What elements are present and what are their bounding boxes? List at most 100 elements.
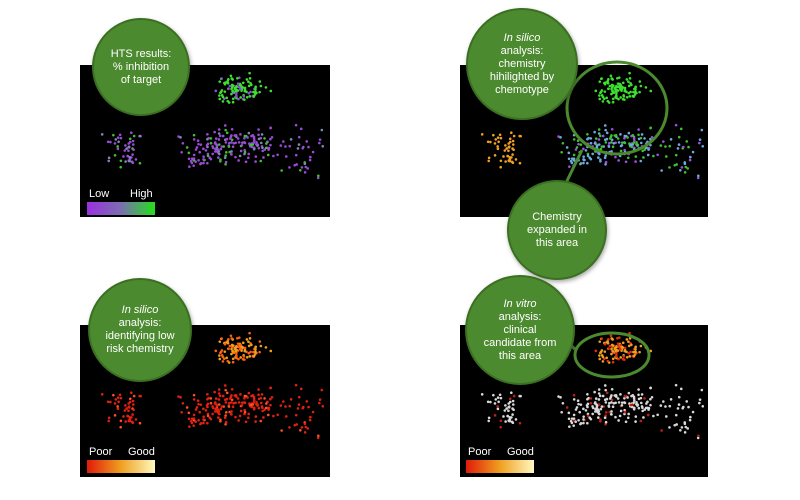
dot — [605, 96, 608, 100]
dot — [294, 383, 298, 387]
dot — [604, 128, 607, 132]
dot — [252, 90, 255, 94]
dot — [202, 158, 205, 161]
dot — [493, 414, 497, 417]
dot — [600, 145, 604, 148]
dot — [612, 141, 616, 145]
dot — [508, 156, 512, 159]
dot — [622, 95, 626, 98]
dot — [610, 138, 614, 142]
dot — [234, 155, 237, 159]
dot — [245, 356, 249, 359]
dot — [230, 77, 233, 80]
dot — [603, 82, 607, 86]
dot — [217, 412, 221, 415]
dot — [616, 397, 620, 400]
dot — [623, 401, 627, 405]
dot — [603, 416, 607, 420]
dot — [230, 92, 233, 96]
dot — [603, 384, 607, 387]
dot — [610, 387, 614, 391]
dot — [677, 135, 681, 139]
dot — [623, 134, 627, 138]
dot — [606, 359, 610, 363]
dot — [231, 145, 235, 149]
bubble: In silico analysis: chemistry hihilighte… — [466, 8, 578, 120]
dot — [270, 395, 274, 399]
dot — [106, 400, 110, 404]
dot — [213, 390, 216, 394]
dot — [639, 84, 643, 88]
dot — [683, 422, 687, 426]
dot — [243, 401, 247, 405]
dot — [269, 143, 272, 147]
dot — [486, 400, 490, 404]
dot — [567, 151, 571, 155]
bubble-emphasis: In silico — [503, 31, 541, 44]
dot — [124, 404, 127, 407]
dot — [582, 418, 585, 421]
dot — [247, 344, 251, 348]
dot — [209, 137, 213, 140]
dot — [245, 338, 249, 341]
dot — [237, 336, 241, 339]
dot — [594, 407, 597, 411]
dot — [250, 83, 253, 87]
dot — [267, 408, 270, 411]
dot — [211, 146, 215, 150]
dot — [128, 397, 132, 401]
dot — [496, 147, 500, 151]
dot — [218, 340, 222, 343]
dot — [227, 347, 230, 351]
dot — [634, 155, 638, 158]
dot — [218, 354, 221, 357]
dot — [225, 391, 229, 395]
dot — [616, 137, 620, 140]
dot — [582, 161, 585, 165]
dot — [124, 160, 127, 163]
dot — [213, 130, 216, 134]
dot — [650, 395, 654, 399]
dot — [231, 90, 235, 93]
dot — [641, 409, 644, 413]
dot — [674, 413, 678, 417]
dot — [245, 78, 249, 81]
dot — [637, 133, 640, 137]
dot — [620, 141, 624, 144]
dot — [628, 337, 632, 340]
dot — [217, 132, 221, 135]
dot — [676, 407, 680, 410]
dot — [202, 147, 205, 151]
dot — [113, 142, 117, 145]
dot — [187, 151, 191, 155]
dot — [677, 143, 681, 146]
dot — [507, 159, 511, 163]
dot — [116, 396, 120, 399]
dot — [634, 350, 637, 354]
dot — [701, 405, 705, 408]
dot — [606, 81, 610, 85]
dot — [506, 154, 509, 158]
dot — [652, 414, 655, 418]
dot — [226, 81, 230, 85]
dot — [243, 396, 246, 400]
dot — [559, 136, 562, 139]
dot — [237, 141, 241, 144]
dot — [217, 152, 221, 155]
dot — [235, 85, 238, 89]
dot — [623, 410, 627, 414]
dot — [237, 76, 241, 79]
dot — [192, 398, 196, 401]
dot — [637, 397, 641, 401]
dot — [597, 138, 601, 141]
dot — [288, 166, 291, 169]
dot — [218, 357, 222, 361]
dot — [505, 407, 508, 410]
dot — [598, 80, 602, 83]
dot — [255, 401, 258, 404]
dot — [192, 153, 196, 157]
dot — [119, 425, 122, 429]
dot — [232, 344, 235, 347]
dot — [560, 150, 563, 154]
